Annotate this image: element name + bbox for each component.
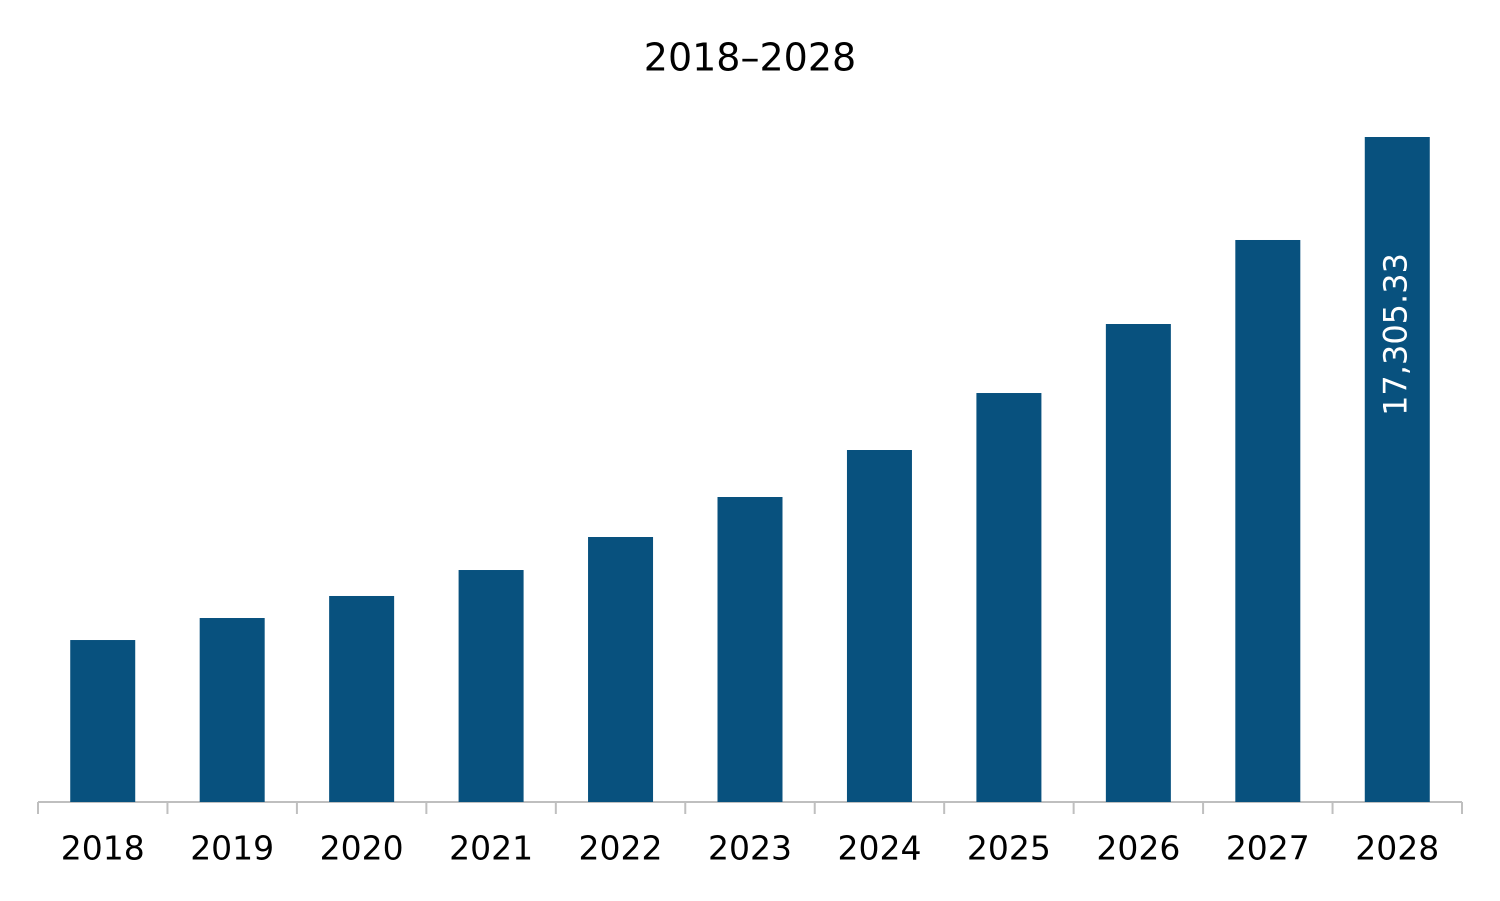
bar [846,450,912,802]
bar [458,570,524,802]
bar [1364,137,1430,802]
x-tick-label: 2021 [449,829,533,868]
bar [70,640,136,802]
bar [976,393,1042,802]
x-tick-label: 2028 [1355,829,1439,868]
bar [588,537,654,802]
bar [1235,239,1301,802]
bar [717,497,783,802]
bar [329,595,395,802]
bar [199,618,265,802]
x-tick-label: 2026 [1096,829,1180,868]
x-tick-label: 2018 [61,829,145,868]
x-tick-label: 2019 [190,829,274,868]
value-label: 17,305.33 [1376,253,1414,416]
chart-title: 2018–2028 [644,36,856,80]
bar [1105,324,1171,802]
x-tick-label: 2022 [579,829,663,868]
x-tick-label: 2027 [1226,829,1310,868]
x-tick-label: 2024 [837,829,921,868]
x-tick-label: 2023 [708,829,792,868]
x-tick-label: 2020 [320,829,404,868]
x-tick-label: 2025 [967,829,1051,868]
